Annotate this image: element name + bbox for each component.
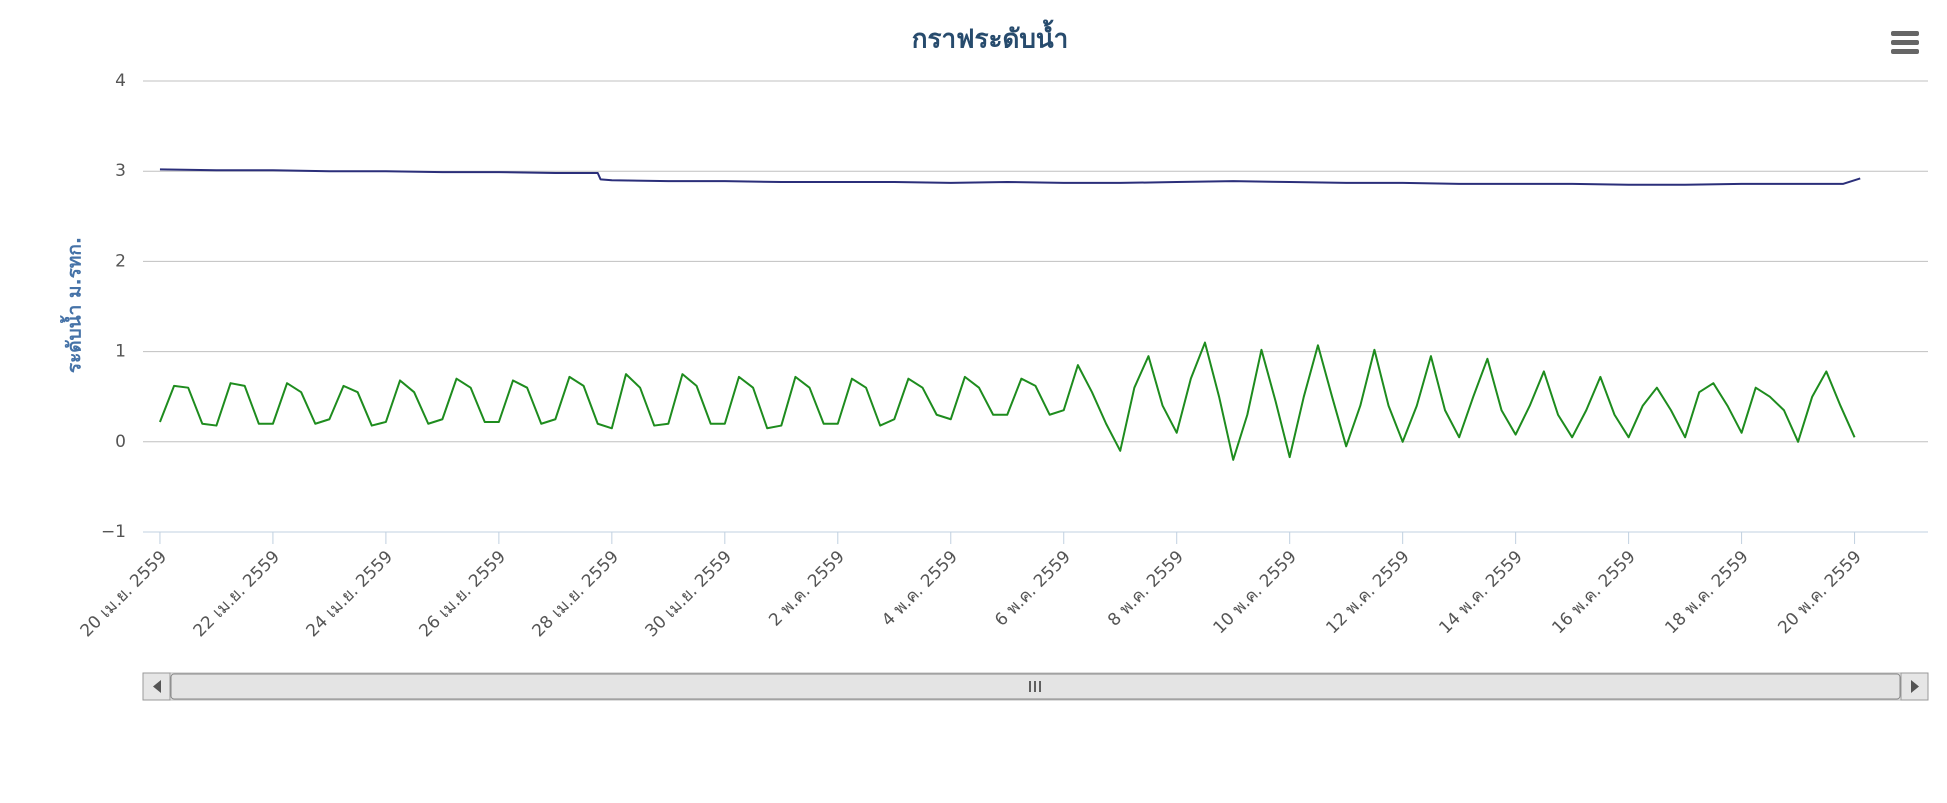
y-tick-label: 1 xyxy=(115,342,126,362)
series-line xyxy=(159,168,1861,186)
y-tick-label: −1 xyxy=(101,522,126,542)
y-tick-label: 3 xyxy=(115,161,126,181)
y-tick-label: 0 xyxy=(115,432,126,452)
y-tick-label: 2 xyxy=(115,251,126,271)
y-axis-label: ระดับน้ำ ม.รทก. xyxy=(60,237,86,373)
chart-title: กราฟระดับน้ำ xyxy=(912,19,1068,55)
scrollbar[interactable] xyxy=(142,672,1929,701)
menu-button[interactable] xyxy=(1888,28,1922,56)
series-line xyxy=(159,341,1856,461)
y-tick-label: 4 xyxy=(115,71,126,91)
